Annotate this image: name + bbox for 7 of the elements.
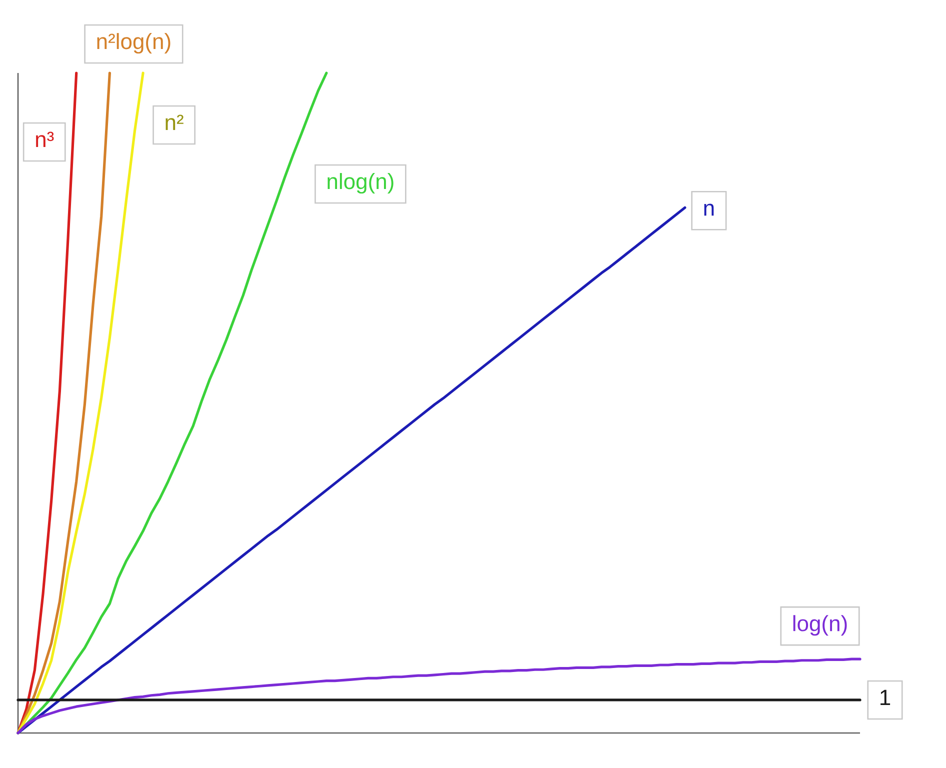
- series-label: nlog(n): [328, 173, 394, 194]
- series-label: 1: [880, 690, 890, 705]
- series-label: n²: [166, 114, 184, 130]
- series-label: log(n): [793, 615, 847, 636]
- series-label: n: [704, 204, 714, 216]
- series-label: n²log(n): [97, 33, 170, 54]
- series-label: n³: [36, 132, 54, 147]
